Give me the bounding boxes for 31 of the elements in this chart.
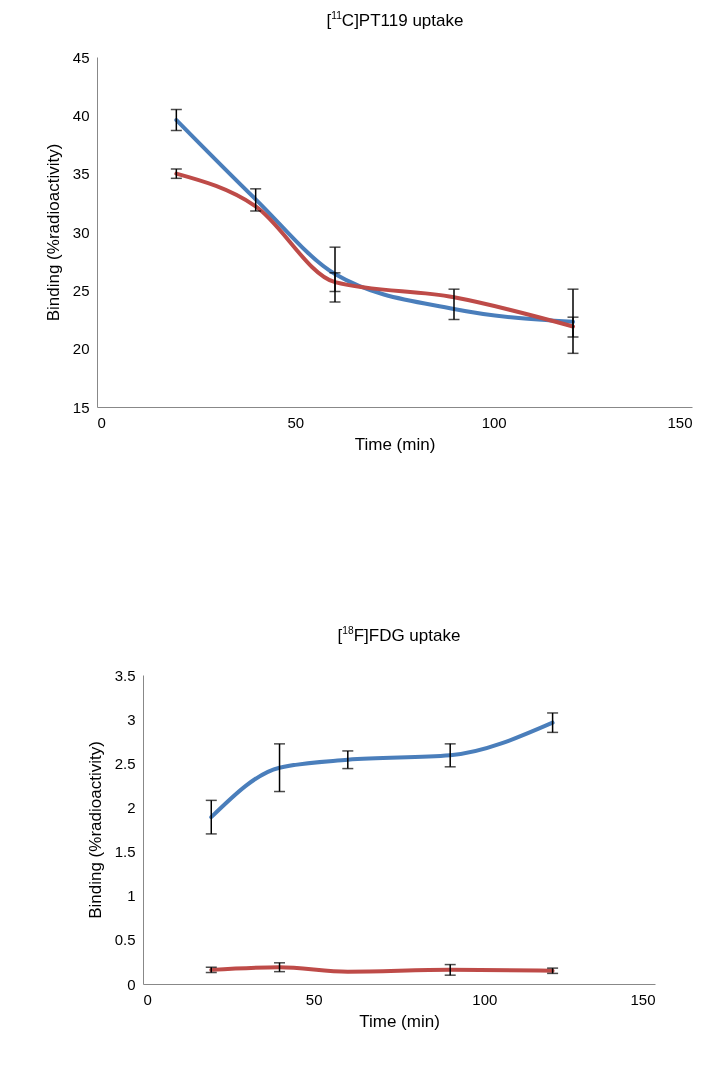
y-tick-label: 0	[127, 975, 136, 993]
y-tick-label: 20	[72, 340, 90, 358]
y-axis-title: Binding (%radioactivity)	[43, 143, 63, 322]
x-tick-label: 0	[143, 990, 152, 1008]
y-tick-label: 25	[72, 281, 90, 299]
y-tick-label: 35	[72, 165, 90, 183]
x-tick-label: 50	[305, 990, 323, 1008]
y-axis-title: Binding (%radioactivity)	[85, 741, 105, 919]
y-tick-label: 2	[127, 798, 136, 816]
x-tick-label: 150	[667, 413, 693, 431]
y-tick-label: 2.5	[114, 754, 136, 772]
y-tick-label: 45	[72, 48, 90, 66]
chart-title: [$^{18}$F]FDG uptake	[336, 625, 462, 646]
y-tick-label: 40	[72, 106, 90, 124]
line-series	[209, 720, 555, 820]
y-tick-label: 15	[72, 398, 90, 416]
chart-title: [$^{11}$C]PT119 uptake	[325, 10, 465, 31]
x-tick-label: 100	[472, 990, 498, 1008]
y-tick-label: 30	[72, 223, 90, 241]
x-axis-title: Time (min)	[354, 434, 436, 454]
x-tick-label: 100	[481, 413, 507, 431]
line-series	[174, 171, 575, 329]
x-tick-label: 0	[97, 413, 106, 431]
x-axis-title: Time (min)	[359, 1011, 440, 1031]
x-tick-label: 150	[630, 990, 656, 1008]
x-tick-label: 50	[287, 413, 305, 431]
y-tick-label: 1	[127, 887, 136, 905]
y-tick-label: 0.5	[114, 931, 136, 949]
y-tick-label: 1.5	[114, 843, 136, 861]
y-tick-label: 3.5	[114, 666, 136, 684]
y-tick-label: 3	[127, 710, 136, 728]
